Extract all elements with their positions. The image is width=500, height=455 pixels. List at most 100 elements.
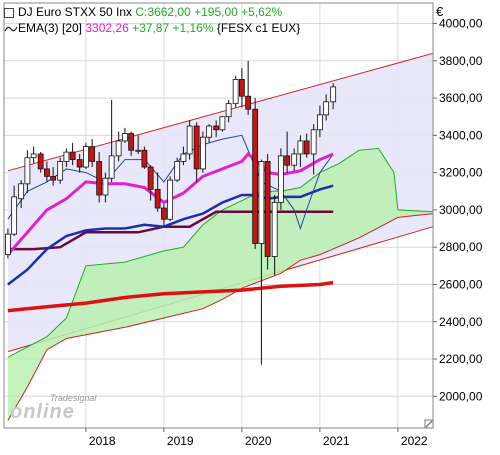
- channel-upper-line: [7, 52, 434, 172]
- candle: [238, 68, 245, 108]
- candle-body: [310, 129, 317, 155]
- checkbox-icon[interactable]: [4, 7, 14, 18]
- band-line: [7, 134, 334, 231]
- quote-text: C:3662,00 +195,00 +5,62%: [135, 5, 283, 19]
- candle-body: [291, 153, 298, 166]
- y-tick-label: 3600,00: [439, 91, 483, 105]
- candle-body: [330, 86, 337, 103]
- cloud-fill: [7, 148, 434, 421]
- candle-body: [206, 125, 213, 138]
- candle-body: [238, 79, 245, 97]
- candle-body: [37, 153, 44, 170]
- header-line-2: EMA(3) [20] 3302,26 +37,87 +1,16% {FESX …: [4, 21, 300, 36]
- candle: [193, 122, 200, 182]
- y-tick-label: 2400,00: [439, 315, 483, 329]
- candle-body: [83, 146, 89, 168]
- candle: [141, 146, 148, 169]
- candle-body: [264, 161, 271, 257]
- resize-handle-icon[interactable]: [424, 419, 434, 429]
- candle: [180, 146, 187, 166]
- x-tick-label: 2022: [401, 434, 428, 448]
- candle: [291, 148, 298, 171]
- candle: [57, 157, 64, 184]
- candle: [96, 152, 103, 203]
- candle: [206, 124, 213, 143]
- reference-line: [7, 280, 334, 313]
- candle-body: [225, 103, 232, 118]
- candle-body: [180, 153, 187, 162]
- candle-body: [277, 155, 284, 203]
- candle-body: [50, 175, 57, 181]
- candle-body: [24, 157, 31, 185]
- y-tick-label: 3000,00: [439, 203, 483, 217]
- watermark: Tradesignal online: [10, 393, 97, 423]
- candle: [5, 228, 11, 259]
- candle: [271, 194, 278, 276]
- candle-body: [122, 133, 128, 142]
- candle-body: [135, 149, 142, 152]
- candle-body: [44, 168, 50, 177]
- y-tick-label: 3200,00: [439, 166, 483, 180]
- candle-body: [252, 108, 259, 244]
- candle: [323, 94, 330, 121]
- candle: [160, 204, 167, 227]
- candle: [30, 146, 37, 164]
- candle-body: [115, 140, 122, 157]
- candle: [174, 157, 181, 182]
- x-tick-label: 2021: [323, 434, 350, 448]
- candle-body: [102, 177, 109, 196]
- y-tick-label: 3800,00: [439, 54, 483, 68]
- candle-body: [199, 136, 206, 170]
- y-tick-label: 4000,00: [439, 17, 483, 31]
- candle-body: [232, 79, 239, 105]
- candle-body: [154, 189, 161, 209]
- candles: [5, 60, 337, 365]
- reference-symbol: {FESX c1 EUX}: [216, 21, 301, 35]
- cloud-lower-line: [7, 213, 434, 421]
- candle-body: [219, 116, 226, 131]
- candle-body: [11, 196, 18, 235]
- candle: [225, 99, 232, 123]
- plot-frame: [3, 2, 434, 429]
- candle: [89, 139, 96, 168]
- candle: [128, 131, 135, 156]
- plot-border: [3, 2, 434, 429]
- candle-body: [160, 207, 167, 220]
- candle-body: [193, 125, 200, 170]
- candle: [50, 167, 57, 186]
- y-tick-label: 3400,00: [439, 128, 483, 142]
- candle-body: [258, 161, 265, 244]
- candle-body: [76, 159, 83, 168]
- candle-body: [147, 166, 154, 190]
- candle-body: [271, 202, 278, 257]
- candle: [297, 135, 304, 168]
- candle: [63, 148, 70, 168]
- candle: [277, 148, 284, 210]
- candle: [252, 98, 259, 250]
- candle-body: [128, 133, 135, 151]
- candle: [147, 165, 154, 201]
- watermark-top: Tradesignal: [50, 393, 97, 403]
- candle: [258, 159, 265, 365]
- candle: [303, 133, 310, 158]
- indicator-value: 3302,26: [85, 21, 129, 35]
- candle-body: [316, 114, 323, 131]
- y-tick-label: 2800,00: [439, 240, 483, 254]
- candle: [122, 127, 128, 143]
- candle-body: [245, 95, 252, 110]
- candle-body: [96, 161, 103, 196]
- y-tick-label: 2000,00: [439, 389, 483, 403]
- candle-body: [141, 149, 148, 168]
- candle-body: [30, 153, 37, 159]
- candle: [102, 172, 109, 203]
- watermark-main: online: [10, 401, 75, 423]
- candle: [135, 135, 142, 154]
- candle: [186, 120, 193, 160]
- candle-body: [297, 140, 304, 155]
- indicator-name: EMA(3) [20]: [18, 21, 83, 35]
- candle: [213, 120, 220, 138]
- currency-label: €: [436, 4, 444, 19]
- candle-body: [89, 146, 96, 162]
